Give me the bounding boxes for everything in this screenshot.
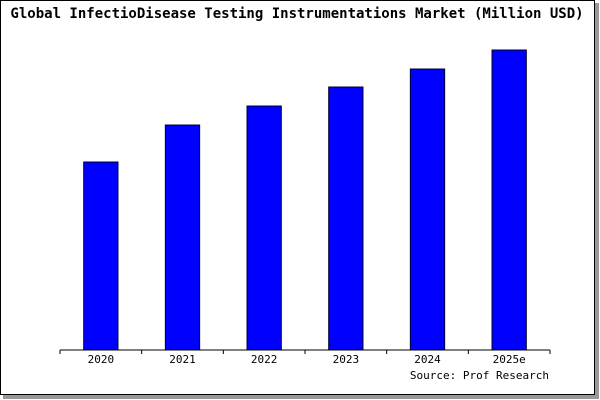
bar (409, 68, 446, 351)
x-tick-label: 2023 (333, 353, 360, 366)
plot-area (60, 50, 550, 350)
bar (328, 86, 364, 351)
bar (246, 105, 282, 351)
x-tick-label: 2024 (414, 353, 441, 366)
x-tick-label: 2022 (251, 353, 278, 366)
bar (164, 124, 201, 351)
source-note: Source: Prof Research (410, 369, 549, 382)
x-tick-label: 2025e (493, 353, 526, 366)
chart-title: Global InfectioDisease Testing Instrumen… (10, 6, 583, 22)
bar (83, 161, 119, 351)
x-tick-label: 2021 (169, 353, 196, 366)
bar (491, 49, 527, 351)
x-tick-label: 2020 (88, 353, 115, 366)
